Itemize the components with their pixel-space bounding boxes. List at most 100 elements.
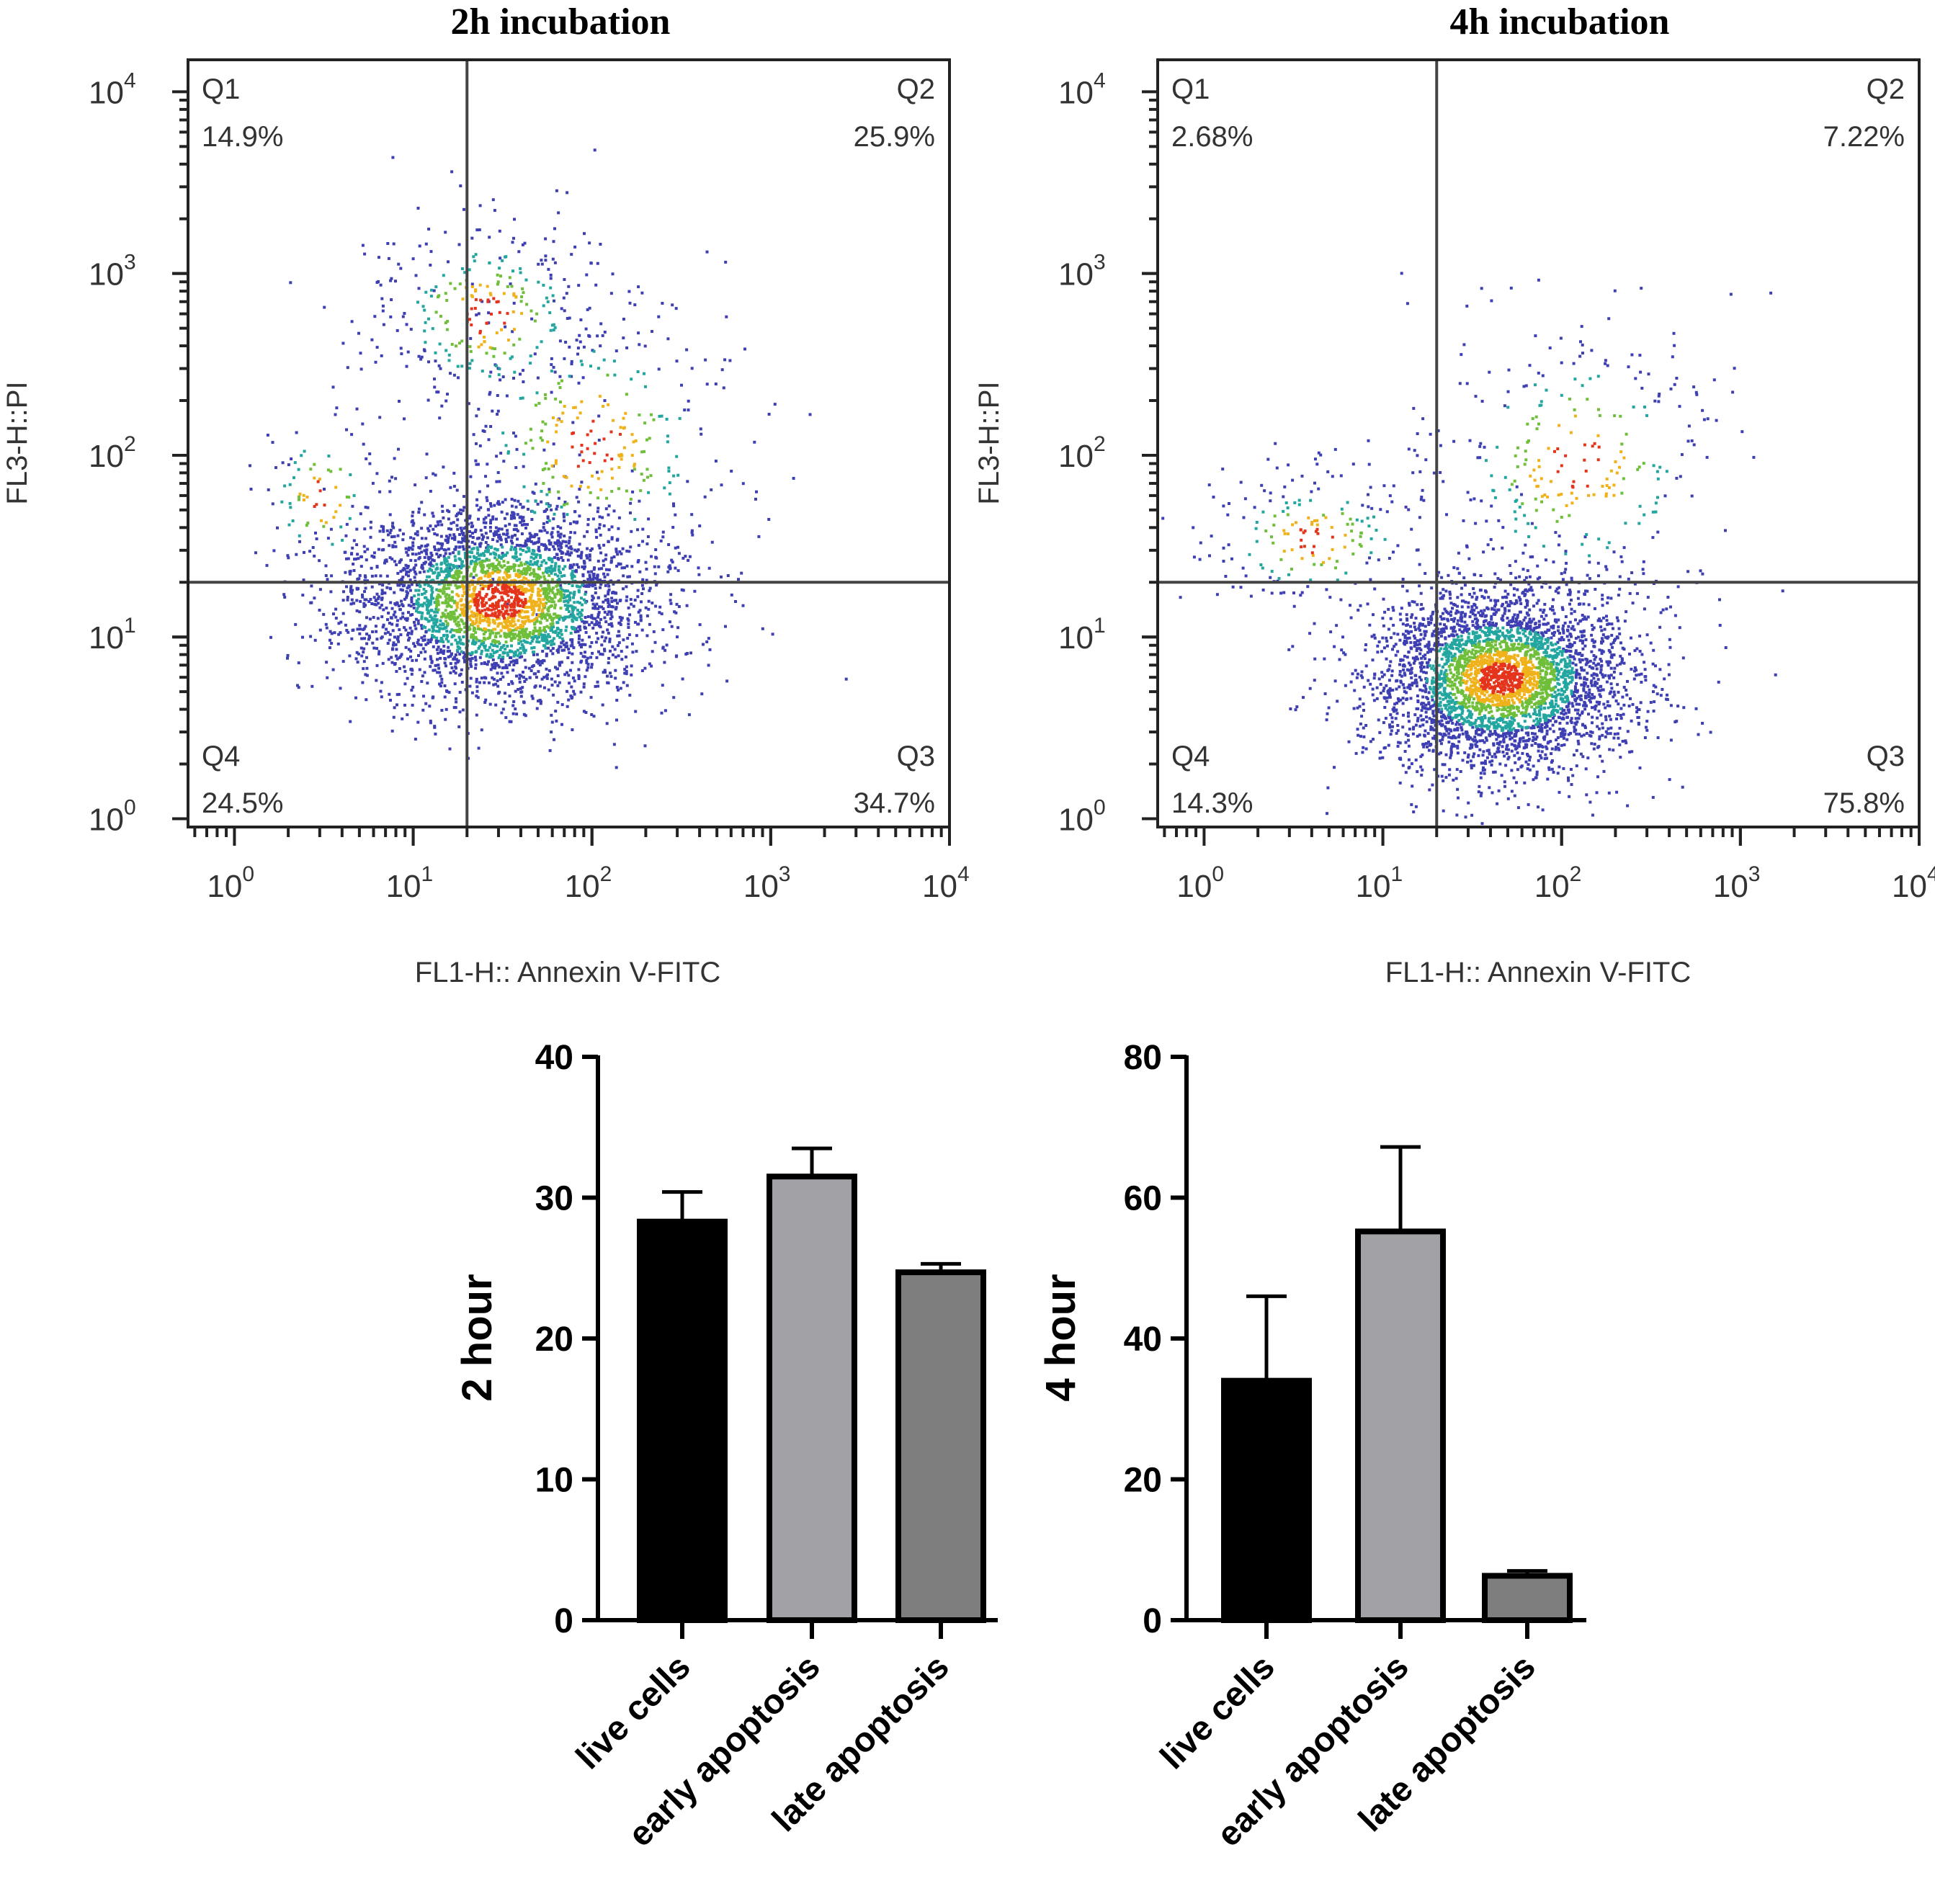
event-dot [546,517,550,520]
event-dot [537,629,541,633]
event-dot [578,628,582,632]
event-dot [406,350,410,354]
event-dot [634,439,638,442]
event-dot [1412,406,1416,410]
event-dot [459,508,462,511]
event-dot [556,418,560,421]
event-dot [593,623,596,627]
event-dot [359,367,363,371]
event-dot [1378,730,1382,734]
event-dot [344,571,347,574]
event-dot [524,648,527,652]
event-dot [372,551,376,555]
event-dot [1480,822,1484,826]
event-dot [474,640,478,644]
event-dot [532,557,536,560]
event-dot [686,480,689,483]
event-dot [486,637,490,640]
event-dot [1483,772,1486,775]
event-dot [484,612,488,615]
event-dot [483,681,486,684]
event-dot [403,597,406,601]
event-dot [563,643,566,646]
event-dot [429,524,432,528]
event-dot [645,542,649,545]
event-dot [436,520,439,524]
event-dot [1356,672,1359,676]
event-dot [579,359,583,363]
event-dot [545,462,548,465]
event-dot [1599,619,1603,622]
event-dot [1605,614,1608,618]
event-dot [577,284,581,287]
event-dot [424,596,428,599]
event-dot [417,507,421,511]
event-dot [479,298,483,302]
event-dot [492,651,496,655]
event-dot [508,627,511,631]
event-dot [1364,747,1368,751]
event-dot [406,586,409,590]
event-dot [496,409,500,413]
event-dot [569,694,573,698]
event-dot [1408,604,1411,607]
event-dot [522,291,525,295]
event-dot [633,462,636,466]
event-dot [580,450,584,454]
event-dot [588,241,591,245]
event-dot [522,671,524,674]
event-dot [550,564,553,568]
event-dot [526,537,529,541]
event-dot [1390,636,1393,640]
event-dot [398,584,401,587]
event-dot [359,352,362,355]
event-dot [570,685,573,689]
event-dot [345,557,348,560]
event-dot [552,642,555,645]
event-dot [472,433,475,437]
event-dot [550,508,553,511]
event-dot [1606,622,1609,626]
event-dot [425,548,429,552]
event-dot [389,279,393,282]
event-dot [611,591,615,594]
event-dot [1356,728,1359,731]
event-dot [544,237,548,241]
event-dot [386,642,390,645]
event-dot [365,457,368,460]
event-dot [479,577,483,580]
event-dot [380,615,384,619]
event-dot [535,576,539,579]
event-dot [1419,765,1423,769]
event-dot [448,747,452,751]
event-dot [394,615,398,619]
event-dot [429,721,432,725]
event-dot [459,512,462,515]
event-dot [484,627,488,631]
event-dot [416,622,420,625]
event-dot [560,723,563,726]
event-dot [462,532,465,535]
event-dot [615,766,618,769]
event-dot [483,550,487,553]
event-dot [436,658,439,661]
event-dot [415,658,418,662]
event-dot [439,640,442,643]
event-dot [1654,664,1657,668]
event-dot [523,605,527,609]
event-dot [489,584,493,588]
event-dot [460,668,463,671]
event-dot [680,588,684,591]
event-dot [741,482,745,486]
event-dot [480,662,483,666]
event-dot [521,620,524,623]
event-dot [511,633,514,636]
event-dot [491,676,494,679]
event-dot [1615,616,1619,620]
event-dot [1622,661,1626,665]
event-dot [496,671,499,675]
event-dot [610,490,614,493]
event-dot [588,558,591,562]
event-dot [398,628,401,632]
event-dot [1179,596,1182,599]
